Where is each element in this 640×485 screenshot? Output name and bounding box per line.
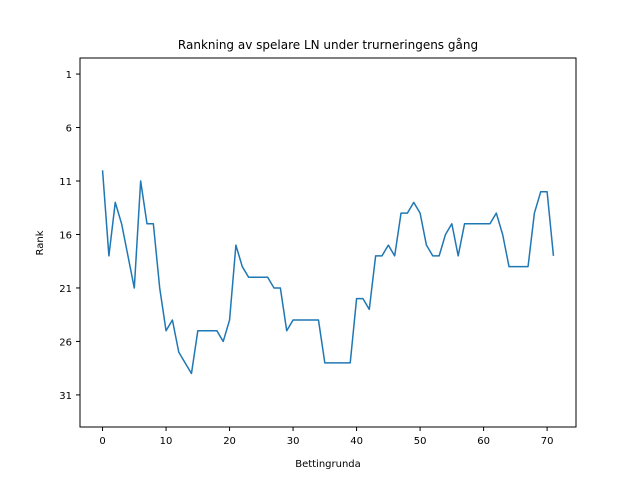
x-tick-label: 40 [350, 436, 363, 447]
y-axis-label: Rank [35, 230, 46, 255]
x-tick-label: 60 [477, 436, 490, 447]
y-tick-label: 16 [59, 230, 72, 241]
x-axis-label: Bettingrunda [295, 459, 361, 470]
series-line [101, 170, 555, 375]
plot-frame [79, 57, 577, 428]
y-tick-label: 26 [59, 337, 72, 348]
y-tick-label: 21 [59, 284, 72, 295]
x-tick-label: 70 [541, 436, 554, 447]
y-tick-label: 31 [59, 391, 72, 402]
y-tick-label: 11 [59, 177, 72, 188]
y-tick-label: 6 [66, 124, 72, 135]
x-tick-label: 20 [223, 436, 236, 447]
x-tick-label: 50 [414, 436, 427, 447]
chart-title: Rankning av spelare LN under trurneringe… [178, 38, 478, 52]
x-axis-ticks: 0 10 20 30 40 50 60 70 [99, 427, 553, 447]
x-tick-label: 30 [287, 436, 300, 447]
y-tick-label: 1 [66, 70, 72, 81]
x-tick-label: 10 [160, 436, 173, 447]
x-tick-label: 0 [99, 436, 105, 447]
